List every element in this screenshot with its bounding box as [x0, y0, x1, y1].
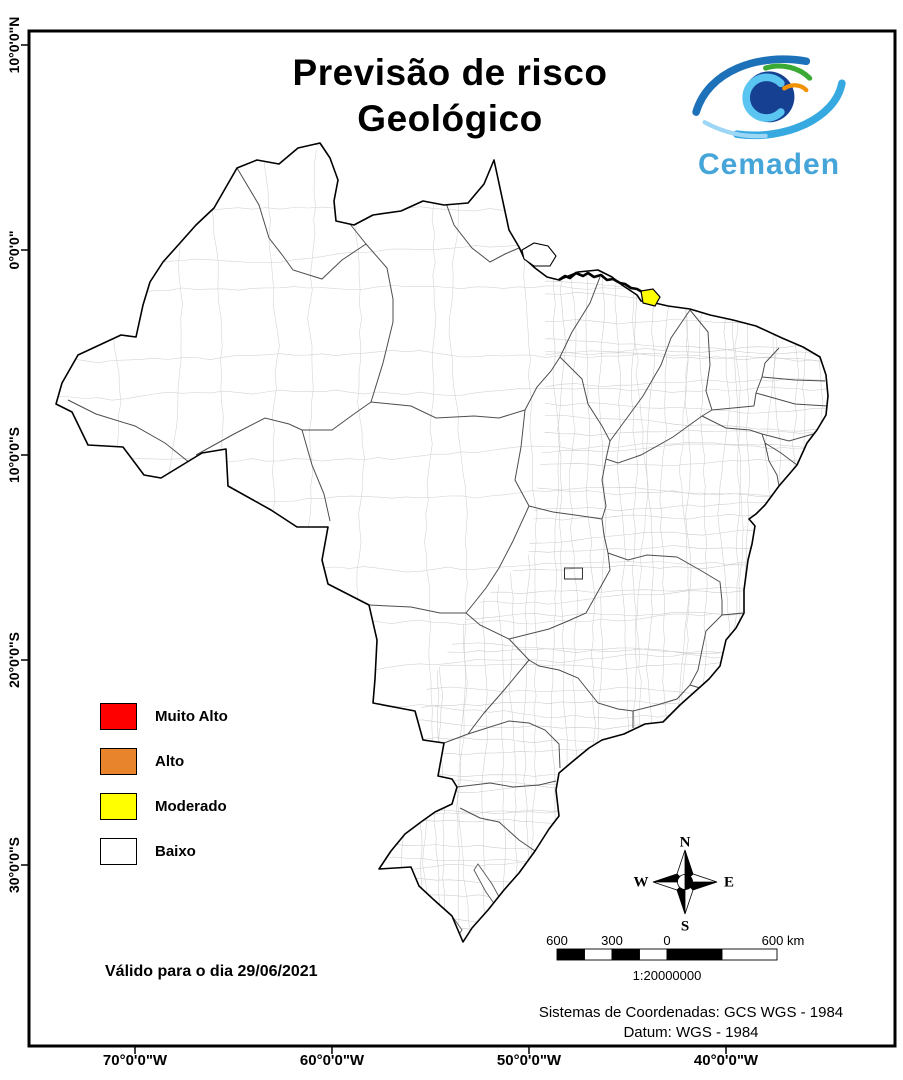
cemaden-wordmark: Cemaden [697, 148, 841, 181]
legend-label-moderado: Moderado [155, 798, 227, 815]
legend-label-muito-alto: Muito Alto [155, 708, 228, 725]
compass-west-label: W [633, 874, 649, 891]
mangrove-coastline [558, 271, 645, 295]
country-outline [55, 142, 829, 943]
compass-north-label: N [679, 834, 691, 851]
validity-date: Válido para o dia 29/06/2021 [105, 963, 318, 980]
legend-swatch-muito-alto [100, 703, 137, 730]
scale-label-0: 0 [663, 933, 671, 948]
lat-label-10n: 10°0'0"N [6, 16, 22, 74]
legend-label-baixo: Baixo [155, 843, 196, 860]
lon-label-60w: 60°0'0"W [299, 1052, 365, 1069]
compass-south-label: S [680, 918, 690, 935]
lat-label-20s: 20°0'0"S [6, 631, 22, 689]
lon-label-70w: 70°0'0"W [102, 1052, 168, 1069]
lat-label-0: 0°0'0" [6, 230, 22, 270]
legend-swatch-baixo [100, 838, 137, 865]
df-boundary [564, 567, 583, 580]
scale-label-600-km: 600 km [761, 933, 805, 948]
scale-label-600-left: 600 [546, 933, 568, 948]
lat-label-10s: 10°0'0"S [6, 426, 22, 484]
marajo-island [521, 242, 557, 267]
compass-east-label: E [723, 874, 735, 891]
legend-label-alto: Alto [155, 753, 185, 770]
lat-label-30s: 30°0'0"S [6, 836, 22, 894]
compass-rose [652, 849, 718, 915]
legend-swatch-alto [100, 748, 137, 775]
lon-label-40w: 40°0'0"W [693, 1052, 759, 1069]
title-line-2: Geológico [357, 98, 543, 139]
datum-note: Datum: WGS - 1984 [623, 1024, 759, 1041]
title-line-1: Previsão de risco [292, 52, 608, 93]
coordinate-system-note: Sistemas de Coordenadas: GCS WGS - 1984 [538, 1004, 844, 1021]
scale-ratio: 1:20000000 [632, 968, 702, 983]
cemaden-logo: Cemaden [655, 46, 883, 182]
page-title: Previsão de risco Geológico [100, 50, 800, 142]
scale-label-300: 300 [601, 933, 623, 948]
scale-bar [556, 948, 778, 961]
cemaden-eye-icon [692, 55, 846, 140]
lon-label-50w: 50°0'0"W [496, 1052, 562, 1069]
legend-swatch-moderado [100, 793, 137, 820]
state-boundaries [67, 167, 828, 852]
graticule-ticks [21, 44, 727, 1054]
moderate-risk-highlight [640, 288, 661, 307]
